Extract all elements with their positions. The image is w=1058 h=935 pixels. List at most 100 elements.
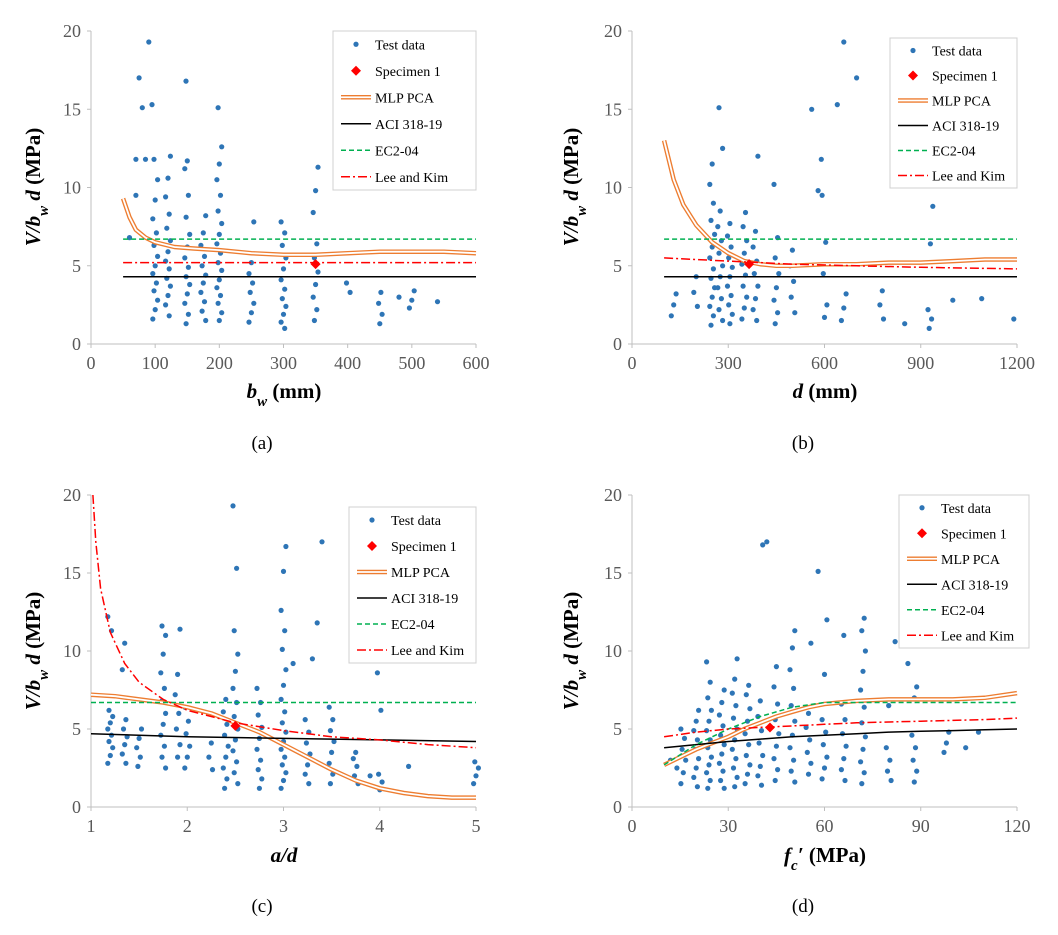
test-data-point [166,266,172,272]
test-data-point [747,706,753,712]
test-data-point [256,785,262,791]
test-data-point [680,770,686,776]
panel-caption: (b) [792,433,814,454]
test-data-point [106,738,112,745]
legend-box [332,30,477,191]
test-data-point [185,718,191,724]
test-data-point [279,646,285,653]
test-data-point [278,219,284,225]
test-data-point [742,209,749,216]
test-data-point [217,192,224,198]
test-data-point [283,543,289,550]
test-data-point [310,294,316,300]
test-data-point [152,307,158,313]
y-tick-label: 10 [63,641,81,661]
test-data-point [819,776,825,782]
mlp-pca-line-inner [122,198,477,256]
test-data-point [165,292,171,299]
y-tick-label: 15 [604,563,622,583]
test-data-point [941,749,947,756]
y-tick-label: 10 [63,178,81,198]
test-data-point [834,102,840,108]
test-data-point [838,317,845,324]
x-tick-label: 600 [463,353,490,373]
test-data-point [353,749,359,756]
test-data-point [838,767,845,773]
test-data-point [746,682,752,688]
test-data-point [775,310,781,316]
test-data-point [902,321,908,327]
test-data-point [708,217,714,223]
test-data-point [717,208,723,214]
test-data-point [720,263,726,269]
test-data-point [230,685,236,692]
test-data-point [311,317,317,324]
test-data-point [788,294,794,300]
test-data-point [187,743,193,749]
test-data-point [943,740,950,746]
test-data-point [752,228,759,234]
test-data-point [883,745,889,751]
test-data-point [842,717,848,723]
test-data-point [134,745,140,751]
test-data-point [693,718,699,724]
test-data-point [167,283,173,289]
test-data-point [821,314,828,320]
test-data-point [673,291,679,297]
test-data-point [710,266,717,272]
test-data-point [707,777,713,784]
test-data-point [709,161,715,167]
test-data-point [378,289,384,295]
test-data-point [254,685,260,692]
legend-specimen-marker [367,541,377,551]
test-data-point [823,239,829,245]
x-tick-label: 400 [334,353,361,373]
test-data-point [251,300,257,306]
x-axis-label: a/d [271,843,298,867]
test-data-point [376,300,382,306]
test-data-point [220,765,226,771]
legend: Test data Specimen 1 MLP PCA ACI 318-19 EC2-… [889,37,1018,189]
test-data-point [707,181,713,187]
test-data-point [718,777,724,784]
y-tick-label: 15 [63,563,81,583]
test-data-point [734,656,740,662]
test-data-point [730,715,737,721]
test-data-point [283,770,289,776]
test-data-point [733,703,739,709]
y-tick-label: 0 [613,334,622,354]
test-data-point [821,671,828,678]
test-data-point [678,781,684,787]
test-data-point [691,728,697,734]
test-data-point [327,781,333,787]
test-data-point [165,249,171,255]
test-data-point [122,742,128,748]
test-data-point [727,321,733,327]
test-data-point [182,166,188,172]
test-data-point [772,321,778,327]
specimen-1-marker [230,720,241,731]
test-data-point [161,685,167,692]
test-data-point [755,283,761,289]
test-data-point [807,737,813,743]
legend-specimen-marker [908,70,918,81]
test-data-point [224,776,230,782]
test-data-point [248,260,254,266]
aci-318-19-line [664,728,1018,749]
test-data-point [234,759,240,765]
test-data-point [209,767,216,773]
x-tick-label: 5 [472,816,481,836]
test-data-point [740,224,746,230]
test-data-point [155,253,161,259]
test-data-point [411,288,417,294]
test-data-point [743,692,749,698]
y-axis-label: V/bw​ d (MPa) [21,592,52,711]
test-data-point [278,696,284,703]
test-data-point [183,321,189,327]
test-data-point [119,667,125,673]
y-tick-label: 15 [604,99,622,119]
test-data-point [674,765,680,771]
chart-panel-3: 0 5 10 15 20 1 2 3 4 5 a/d V/bw​ d (MPa) (c) Test dat… [21,485,481,917]
y-tick-label: 10 [604,178,622,198]
test-data-point [729,264,735,270]
